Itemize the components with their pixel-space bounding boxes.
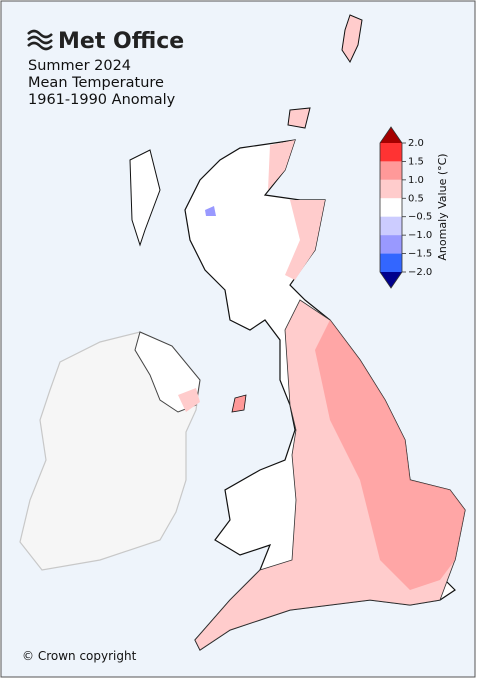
logo: Met Office (27, 29, 184, 54)
colorbar-segment (380, 143, 402, 162)
colorbar-tick-label: 1.5 (408, 156, 424, 167)
colorbar-segment (380, 216, 402, 236)
title-line: Mean Temperature (28, 75, 164, 91)
colorbar-extend-high (380, 127, 402, 143)
colorbar-segment (380, 179, 402, 199)
anomaly-area (268, 140, 325, 280)
colorbar-title: Anomaly Value (°C) (436, 153, 449, 260)
anomaly-area (178, 388, 200, 412)
colorbar-tick-label: 2.0 (408, 138, 424, 149)
colorbar-segment (380, 253, 402, 272)
title-line: Summer 2024 (28, 58, 131, 74)
colorbar-tick-label: −1.0 (408, 230, 432, 241)
colorbar-tick-label: −0.5 (408, 212, 432, 223)
colorbar-tick-label: 0.5 (408, 193, 424, 204)
colorbar-extend-low (380, 272, 402, 288)
isle-of-man (231, 394, 247, 413)
anomaly-area (205, 206, 216, 216)
colorbar: 2.0 1.5 1.0 0.5 −0.5 −1.0 −1.5 −2.0 (379, 126, 432, 289)
colorbar-segment (380, 198, 402, 217)
title-line: 1961-1990 Anomaly (28, 92, 176, 108)
anomaly-area (315, 320, 465, 590)
western-isles (129, 149, 161, 247)
colorbar-segment (380, 235, 402, 254)
northern-ireland (134, 331, 201, 413)
colorbar-tick-label: −2.0 (408, 267, 432, 278)
logo-text: Met Office (58, 29, 184, 54)
colorbar-tick-label: 1.0 (408, 175, 424, 186)
orkney (287, 107, 311, 129)
colorbar-tick-label: −1.5 (408, 249, 432, 260)
shetland (341, 14, 363, 64)
colorbar-segment (380, 161, 402, 180)
logo-icon (27, 29, 53, 51)
copyright: © Crown copyright (22, 649, 137, 663)
